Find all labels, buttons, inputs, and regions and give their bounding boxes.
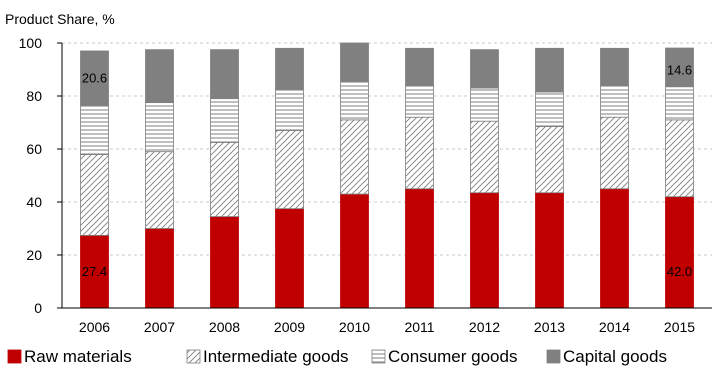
bar-segment-capital-goods bbox=[535, 47, 564, 93]
bars bbox=[80, 42, 694, 309]
bar-segment-consumer-goods bbox=[340, 81, 369, 121]
x-tick-label: 2014 bbox=[599, 319, 630, 335]
legend-swatch-intermediate-goods bbox=[186, 349, 201, 364]
data-label: 14.6 bbox=[667, 63, 692, 78]
x-tick-label: 2008 bbox=[209, 319, 240, 335]
bar-segment-raw-materials bbox=[600, 188, 629, 309]
bar-segment-capital-goods bbox=[275, 47, 304, 90]
bar-segment-intermediate-goods bbox=[275, 130, 304, 210]
bar-segment-consumer-goods bbox=[275, 88, 304, 131]
y-tick-label: 40 bbox=[26, 194, 42, 210]
bar-segment-intermediate-goods bbox=[470, 120, 499, 194]
bar-segment-capital-goods bbox=[600, 47, 629, 86]
y-tick-label: 20 bbox=[26, 247, 42, 263]
bar-segment-raw-materials bbox=[535, 192, 564, 309]
bar-segment-consumer-goods bbox=[145, 102, 174, 153]
bar-segment-capital-goods bbox=[470, 49, 499, 89]
bar-segment-intermediate-goods bbox=[535, 126, 564, 194]
axes bbox=[57, 42, 712, 309]
x-tick-label: 2010 bbox=[339, 319, 370, 335]
bar-segment-capital-goods bbox=[340, 42, 369, 82]
x-tick-label: 2012 bbox=[469, 319, 500, 335]
bar-segment-intermediate-goods bbox=[80, 154, 109, 236]
bar-segment-capital-goods bbox=[405, 47, 434, 86]
bar-segment-intermediate-goods bbox=[145, 151, 174, 229]
legend-swatch-capital-goods bbox=[546, 349, 561, 364]
bar-segment-intermediate-goods bbox=[210, 141, 239, 217]
x-tick-label: 2013 bbox=[534, 319, 565, 335]
bar-segment-intermediate-goods bbox=[600, 116, 629, 190]
bar-segment-raw-materials bbox=[80, 234, 109, 309]
legend-label: Intermediate goods bbox=[203, 347, 349, 366]
bar-segment-raw-materials bbox=[340, 193, 369, 309]
bar-segment-intermediate-goods bbox=[665, 119, 694, 198]
data-label: 20.6 bbox=[82, 70, 107, 85]
y-tick-label: 100 bbox=[19, 35, 43, 51]
legend: Raw materials Intermediate goods Consumer … bbox=[7, 347, 667, 366]
bar-segment-consumer-goods bbox=[535, 91, 564, 127]
legend-label: Capital goods bbox=[563, 347, 667, 366]
bar-segment-consumer-goods bbox=[405, 85, 434, 118]
legend-swatch-raw-materials bbox=[7, 349, 22, 364]
bar-segment-consumer-goods bbox=[470, 87, 499, 122]
x-tick-label: 2015 bbox=[664, 319, 695, 335]
data-label: 42.0 bbox=[667, 264, 692, 279]
bar-segment-consumer-goods bbox=[665, 86, 694, 121]
bar-segment-raw-materials bbox=[665, 196, 694, 309]
bar-segment-raw-materials bbox=[145, 228, 174, 309]
data-label: 27.4 bbox=[82, 264, 107, 279]
bar-segment-consumer-goods bbox=[80, 105, 109, 155]
bar-segment-capital-goods bbox=[665, 47, 694, 88]
y-tick-label: 80 bbox=[26, 88, 42, 104]
legend-label: Consumer goods bbox=[388, 347, 517, 366]
bar-segment-raw-materials bbox=[210, 216, 239, 309]
y-tick-label: 0 bbox=[34, 300, 42, 316]
bar-segment-raw-materials bbox=[405, 188, 434, 309]
bar-segment-capital-goods bbox=[145, 49, 174, 104]
legend-swatch-consumer-goods bbox=[371, 349, 386, 364]
bar-segment-capital-goods bbox=[80, 50, 109, 106]
bar-segment-intermediate-goods bbox=[405, 116, 434, 190]
bar-segment-intermediate-goods bbox=[340, 119, 369, 195]
data-labels: 20.6 27.4 14.6 42.0 bbox=[82, 63, 692, 279]
bar-segment-capital-goods bbox=[210, 49, 239, 100]
legend-label: Raw materials bbox=[24, 347, 132, 366]
tick-labels: 0 20 40 60 80 100 2006 2007 2008 2009 2010 2011 2012… bbox=[19, 35, 696, 335]
x-tick-label: 2007 bbox=[144, 319, 175, 335]
bar-segment-consumer-goods bbox=[600, 85, 629, 118]
x-tick-label: 2006 bbox=[79, 319, 110, 335]
y-axis-title: Product Share, % bbox=[5, 11, 115, 27]
bar-segment-consumer-goods bbox=[210, 98, 239, 143]
x-tick-label: 2009 bbox=[274, 319, 305, 335]
x-tick-label: 2011 bbox=[404, 319, 434, 335]
y-tick-label: 60 bbox=[26, 141, 42, 157]
bar-segment-raw-materials bbox=[470, 192, 499, 309]
bar-segment-raw-materials bbox=[275, 208, 304, 309]
